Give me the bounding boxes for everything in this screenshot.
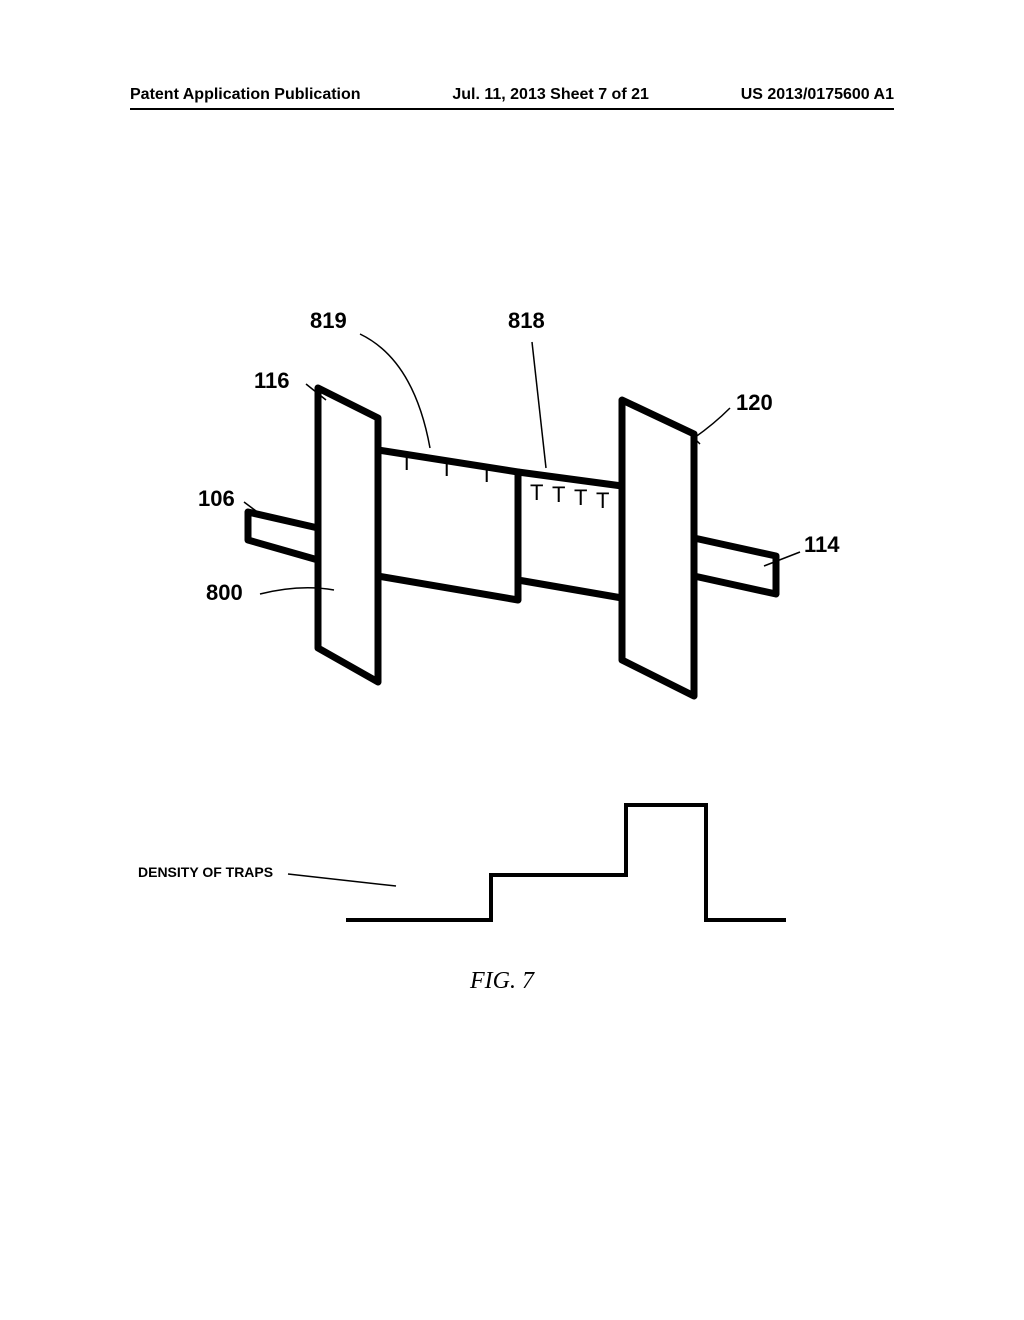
leader-density [288, 870, 408, 890]
label-116: 116 [254, 368, 290, 394]
figure-caption: FIG. 7 [470, 968, 534, 995]
left-stub [248, 512, 318, 560]
trap-marker: T [530, 480, 543, 505]
label-density: DENSITY OF TRAPS [138, 864, 273, 880]
figure-area: T T T T T T T 819 818 116 120 106 114 80… [100, 280, 920, 1060]
leader-800 [260, 588, 334, 594]
header-right: US 2013/0175600 A1 [741, 86, 894, 104]
label-819: 819 [310, 308, 347, 334]
trap-marker: T [596, 488, 609, 513]
label-818: 818 [508, 308, 545, 334]
leader-819 [360, 334, 430, 448]
header-left: Patent Application Publication [130, 86, 361, 104]
left-plate [318, 388, 378, 682]
label-800: 800 [206, 580, 243, 606]
trap-marker: T [480, 462, 493, 487]
page-header: Patent Application Publication Jul. 11, … [130, 86, 894, 104]
right-stub [694, 538, 776, 594]
density-step-line [346, 805, 786, 920]
trap-marker: T [574, 485, 587, 510]
trap-marker: T [552, 482, 565, 507]
trap-marker: T [440, 456, 453, 481]
label-106: 106 [198, 486, 235, 512]
header-rule [130, 108, 894, 110]
right-plate [622, 400, 694, 696]
label-114: 114 [804, 532, 840, 558]
label-120: 120 [736, 390, 773, 416]
trap-marker: T [400, 450, 413, 475]
header-center: Jul. 11, 2013 Sheet 7 of 21 [452, 86, 649, 104]
leader-120 [694, 408, 730, 438]
leader-818 [532, 342, 546, 468]
page: Patent Application Publication Jul. 11, … [0, 0, 1024, 1320]
density-chart [346, 780, 826, 940]
